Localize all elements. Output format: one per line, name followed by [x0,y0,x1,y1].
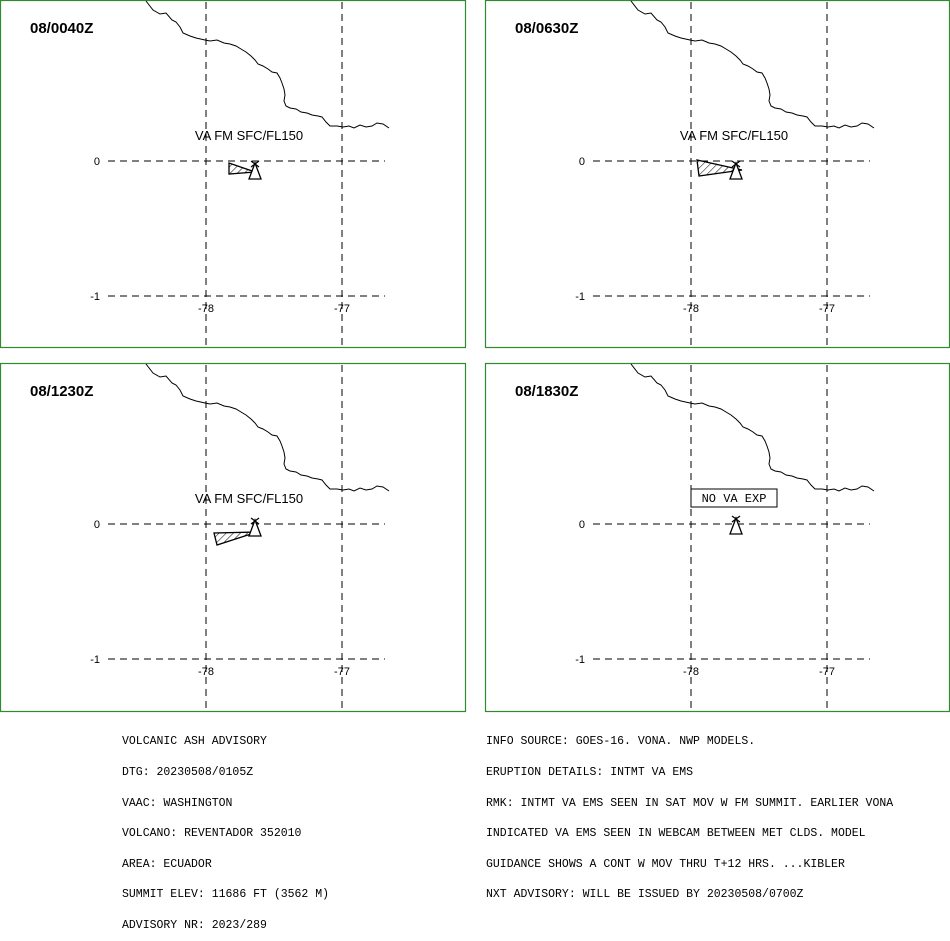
advisory-line: ADVISORY NR: 2023/289 [122,918,267,932]
advisory-line: RMK: INTMT VA EMS SEEN IN SAT MOV W FM S… [486,796,894,810]
lon-tick-label: -78 [198,666,214,678]
lat-tick-label: 0 [94,156,100,168]
lat-tick-label: 0 [94,519,100,531]
coastline [630,0,875,129]
ash-height-label: VA FM SFC/FL150 [195,128,303,143]
map-panel-p2: 0 -1 -78 -77 08/0630Z VA FM SFC/FL150 [484,0,950,349]
panel-time-label: 08/0040Z [30,20,93,37]
map-panel-p1: 0 -1 -78 -77 08/0040Z VA FM SFC/FL150 [0,0,467,349]
volcano-icon [729,160,743,180]
advisory-line: INDICATED VA EMS SEEN IN WEBCAM BETWEEN … [486,827,866,841]
advisory-line: ERUPTION DETAILS: INTMT VA EMS [486,766,694,779]
advisory-line: VOLCANO: REVENTADOR 352010 [122,827,302,841]
no-ash-label: NO VA EXP [702,492,767,506]
panel-frame [484,362,950,713]
lon-tick-label: -77 [819,303,835,315]
panel-time-label: 08/0630Z [515,20,578,37]
advisory-line: GUIDANCE SHOWS A CONT W MOV THRU T+12 HR… [486,857,845,871]
advisory-line: AREA: ECUADOR [122,857,212,871]
advisory-line: VOLCANIC ASH ADVISORY [122,735,267,749]
lat-tick-label: -1 [575,654,585,666]
advisory-line: SUMMIT ELEV: 11686 FT (3562 M) [122,888,330,902]
lat-tick-label: 0 [579,156,585,168]
lon-tick-label: -78 [198,303,214,315]
advisory-info-right: INFO SOURCE: GOES-16. VONA. NWP MODELS. … [486,717,893,911]
ash-height-label: VA FM SFC/FL150 [680,128,788,143]
map-panel-p4: 0 -1 -78 -77 08/1830Z NO VA EXP [484,362,950,713]
lon-tick-label: -77 [334,666,350,678]
advisory-graphic: 0 -1 -78 -77 08/0040Z VA FM SFC/FL150 0 -1 -78 -7… [0,0,950,713]
advisory-line: INFO SOURCE: GOES-16. VONA. NWP MODELS. [486,735,756,749]
volcano-icon [729,515,743,535]
volcano-icon [248,160,262,180]
volcano-icon [248,517,262,537]
coastline [145,363,390,492]
lon-tick-label: -78 [683,666,699,678]
ash-height-label: VA FM SFC/FL150 [195,491,303,506]
lat-tick-label: -1 [90,291,100,303]
lat-tick-label: -1 [575,291,585,303]
map-panel-p3: 0 -1 -78 -77 08/1230Z VA FM SFC/FL150 [0,362,467,713]
lat-tick-label: -1 [90,654,100,666]
coastline [145,0,390,129]
lat-tick-label: 0 [579,519,585,531]
advisory-line: NXT ADVISORY: WILL BE ISSUED BY 20230508… [486,888,804,902]
advisory-info-left: VOLCANIC ASH ADVISORY DTG: 20230508/0105… [122,717,329,941]
ash-cloud-area [696,159,743,177]
advisory-line: DTG: 20230508/0105Z [122,766,254,779]
no-ash-box [690,488,778,508]
lon-tick-label: -78 [683,303,699,315]
panel-time-label: 08/1230Z [30,383,93,400]
panel-time-label: 08/1830Z [515,383,578,400]
lon-tick-label: -77 [334,303,350,315]
ash-cloud-area [228,162,256,175]
ash-cloud-area [213,531,258,546]
advisory-line: VAAC: WASHINGTON [122,796,233,810]
coastline [630,363,875,492]
lon-tick-label: -77 [819,666,835,678]
